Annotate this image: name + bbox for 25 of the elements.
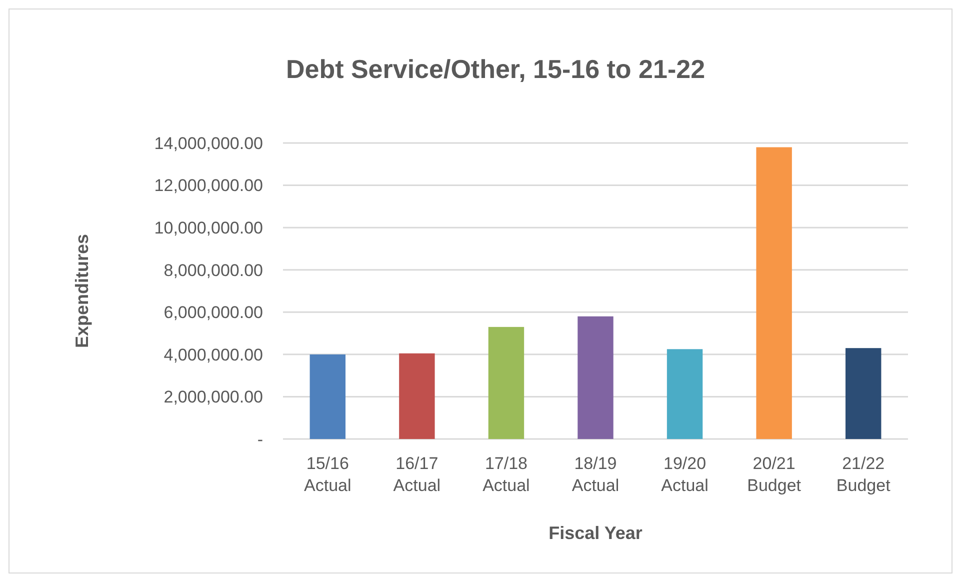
bar xyxy=(399,353,435,439)
bar xyxy=(756,147,792,439)
x-tick-label: 18/19 Actual xyxy=(572,454,620,495)
y-tick-label: 14,000,000.00 xyxy=(154,134,263,153)
x-axis-title: Fiscal Year xyxy=(548,523,642,543)
y-axis-title: Expenditures xyxy=(72,234,92,348)
y-tick-label: 4,000,000.00 xyxy=(164,345,263,364)
x-tick-label: 17/18 Actual xyxy=(482,454,530,495)
x-tick-label: 15/16 Actual xyxy=(304,454,352,495)
y-tick-label: - xyxy=(257,430,263,449)
bar xyxy=(666,349,703,439)
y-tick-label: 2,000,000.00 xyxy=(164,388,263,407)
x-tick-label: 21/22 Budget xyxy=(836,454,891,495)
y-tick-label: 10,000,000.00 xyxy=(154,218,263,238)
bar xyxy=(310,354,346,439)
bar xyxy=(488,326,524,439)
bar xyxy=(846,348,882,439)
y-tick-label: 8,000,000.00 xyxy=(164,260,263,280)
x-tick-label: 16/17 Actual xyxy=(393,454,441,495)
x-tick-label: 19/20 Actual xyxy=(661,454,708,495)
y-tick-label: 6,000,000.00 xyxy=(164,303,263,322)
chart-title: Debt Service/Other, 15-16 to 21-22 xyxy=(286,54,706,84)
x-tick-label: 20/21 Budget xyxy=(747,454,802,495)
y-tick-label: 12,000,000.00 xyxy=(154,176,263,196)
bar xyxy=(578,316,614,439)
